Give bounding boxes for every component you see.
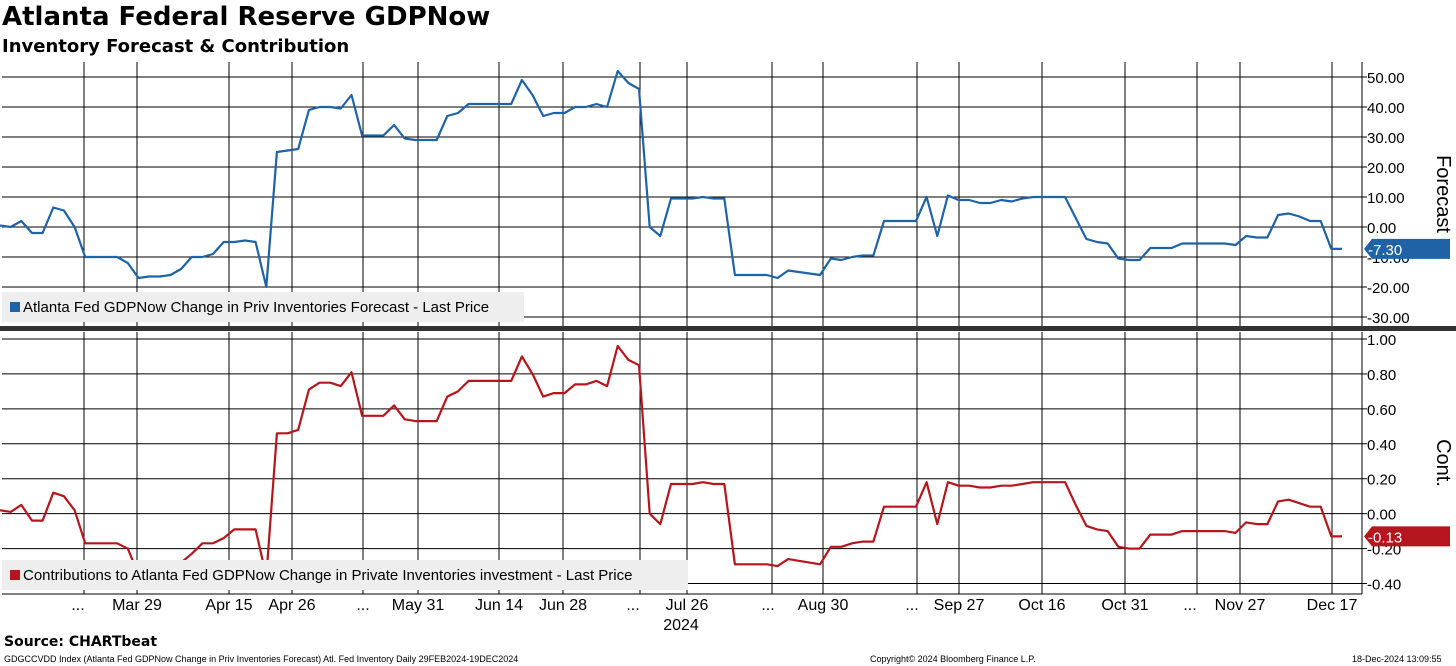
last-value-label: -7.30 (1368, 242, 1402, 259)
x-tick-label: Sep 27 (934, 597, 985, 614)
x-tick-label: ... (905, 597, 918, 614)
legend-label: Contributions to Atlanta Fed GDPNow Chan… (23, 567, 632, 584)
chart-subtitle: Inventory Forecast & Contribution (2, 36, 350, 57)
timestamp-text: 18-Dec-2024 13:09:55 (1352, 654, 1442, 664)
x-year-label: 2024 (663, 617, 699, 634)
x-tick-label: Jun 28 (539, 597, 587, 614)
copyright-text: Copyright© 2024 Bloomberg Finance L.P. (870, 654, 1036, 664)
last-value-badge (1364, 526, 1450, 547)
source-label: Source: CHARTbeat (4, 634, 158, 650)
y-tick-label: 0.40 (1367, 437, 1396, 454)
y-tick-label: -0.40 (1367, 577, 1401, 594)
y-tick-label: 0.20 (1367, 472, 1396, 489)
x-tick-label: ... (626, 597, 639, 614)
legend-swatch (10, 570, 20, 580)
x-tick-label: Mar 29 (112, 597, 162, 614)
x-tick-label: Jul 26 (666, 597, 709, 614)
y-axis-title: Cont. (1432, 439, 1454, 487)
legend-label: Atlanta Fed GDPNow Change in Priv Invent… (23, 299, 489, 316)
y-axis-title: Forecast (1432, 155, 1454, 233)
y-tick-label: 40.00 (1367, 100, 1405, 117)
x-tick-label: Jun 14 (475, 597, 523, 614)
y-tick-label: 1.00 (1367, 332, 1396, 349)
last-value-label: -0.13 (1368, 529, 1402, 546)
x-tick-label: Apr 15 (205, 597, 252, 614)
last-value-badge (1364, 238, 1450, 259)
x-tick-label: Apr 26 (268, 597, 315, 614)
y-tick-label: -20.00 (1367, 280, 1410, 297)
panel-divider (0, 326, 1456, 331)
y-tick-label: 0.80 (1367, 367, 1396, 384)
x-tick-label: ... (356, 597, 369, 614)
y-tick-label: -30.00 (1367, 310, 1410, 327)
x-tick-label: Oct 31 (1101, 597, 1148, 614)
chart-title: Atlanta Federal Reserve GDPNow (2, 2, 491, 32)
y-tick-label: 0.00 (1367, 220, 1396, 237)
legend-box (2, 560, 688, 590)
y-tick-label: 20.00 (1367, 160, 1405, 177)
y-tick-label: 0.60 (1367, 402, 1396, 419)
ticker-description: GDGCCVDD Index (Atlanta Fed GDPNow Chang… (4, 654, 519, 664)
y-tick-label: 50.00 (1367, 70, 1405, 87)
x-tick-label: Aug 30 (798, 597, 849, 614)
x-tick-label: ... (761, 597, 774, 614)
legend-swatch (10, 302, 20, 312)
series-line (0, 69, 1342, 289)
x-tick-label: Oct 16 (1018, 597, 1065, 614)
x-tick-label: Nov 27 (1215, 597, 1266, 614)
y-tick-label: 30.00 (1367, 130, 1405, 147)
y-tick-label: 0.00 (1367, 507, 1396, 524)
x-tick-label: May 31 (392, 597, 445, 614)
x-tick-label: ... (1183, 597, 1196, 614)
x-tick-label: ... (71, 597, 84, 614)
legend-box (2, 292, 524, 322)
y-tick-label: 10.00 (1367, 190, 1405, 207)
series-line (0, 344, 1342, 578)
x-tick-label: Dec 17 (1307, 597, 1358, 614)
